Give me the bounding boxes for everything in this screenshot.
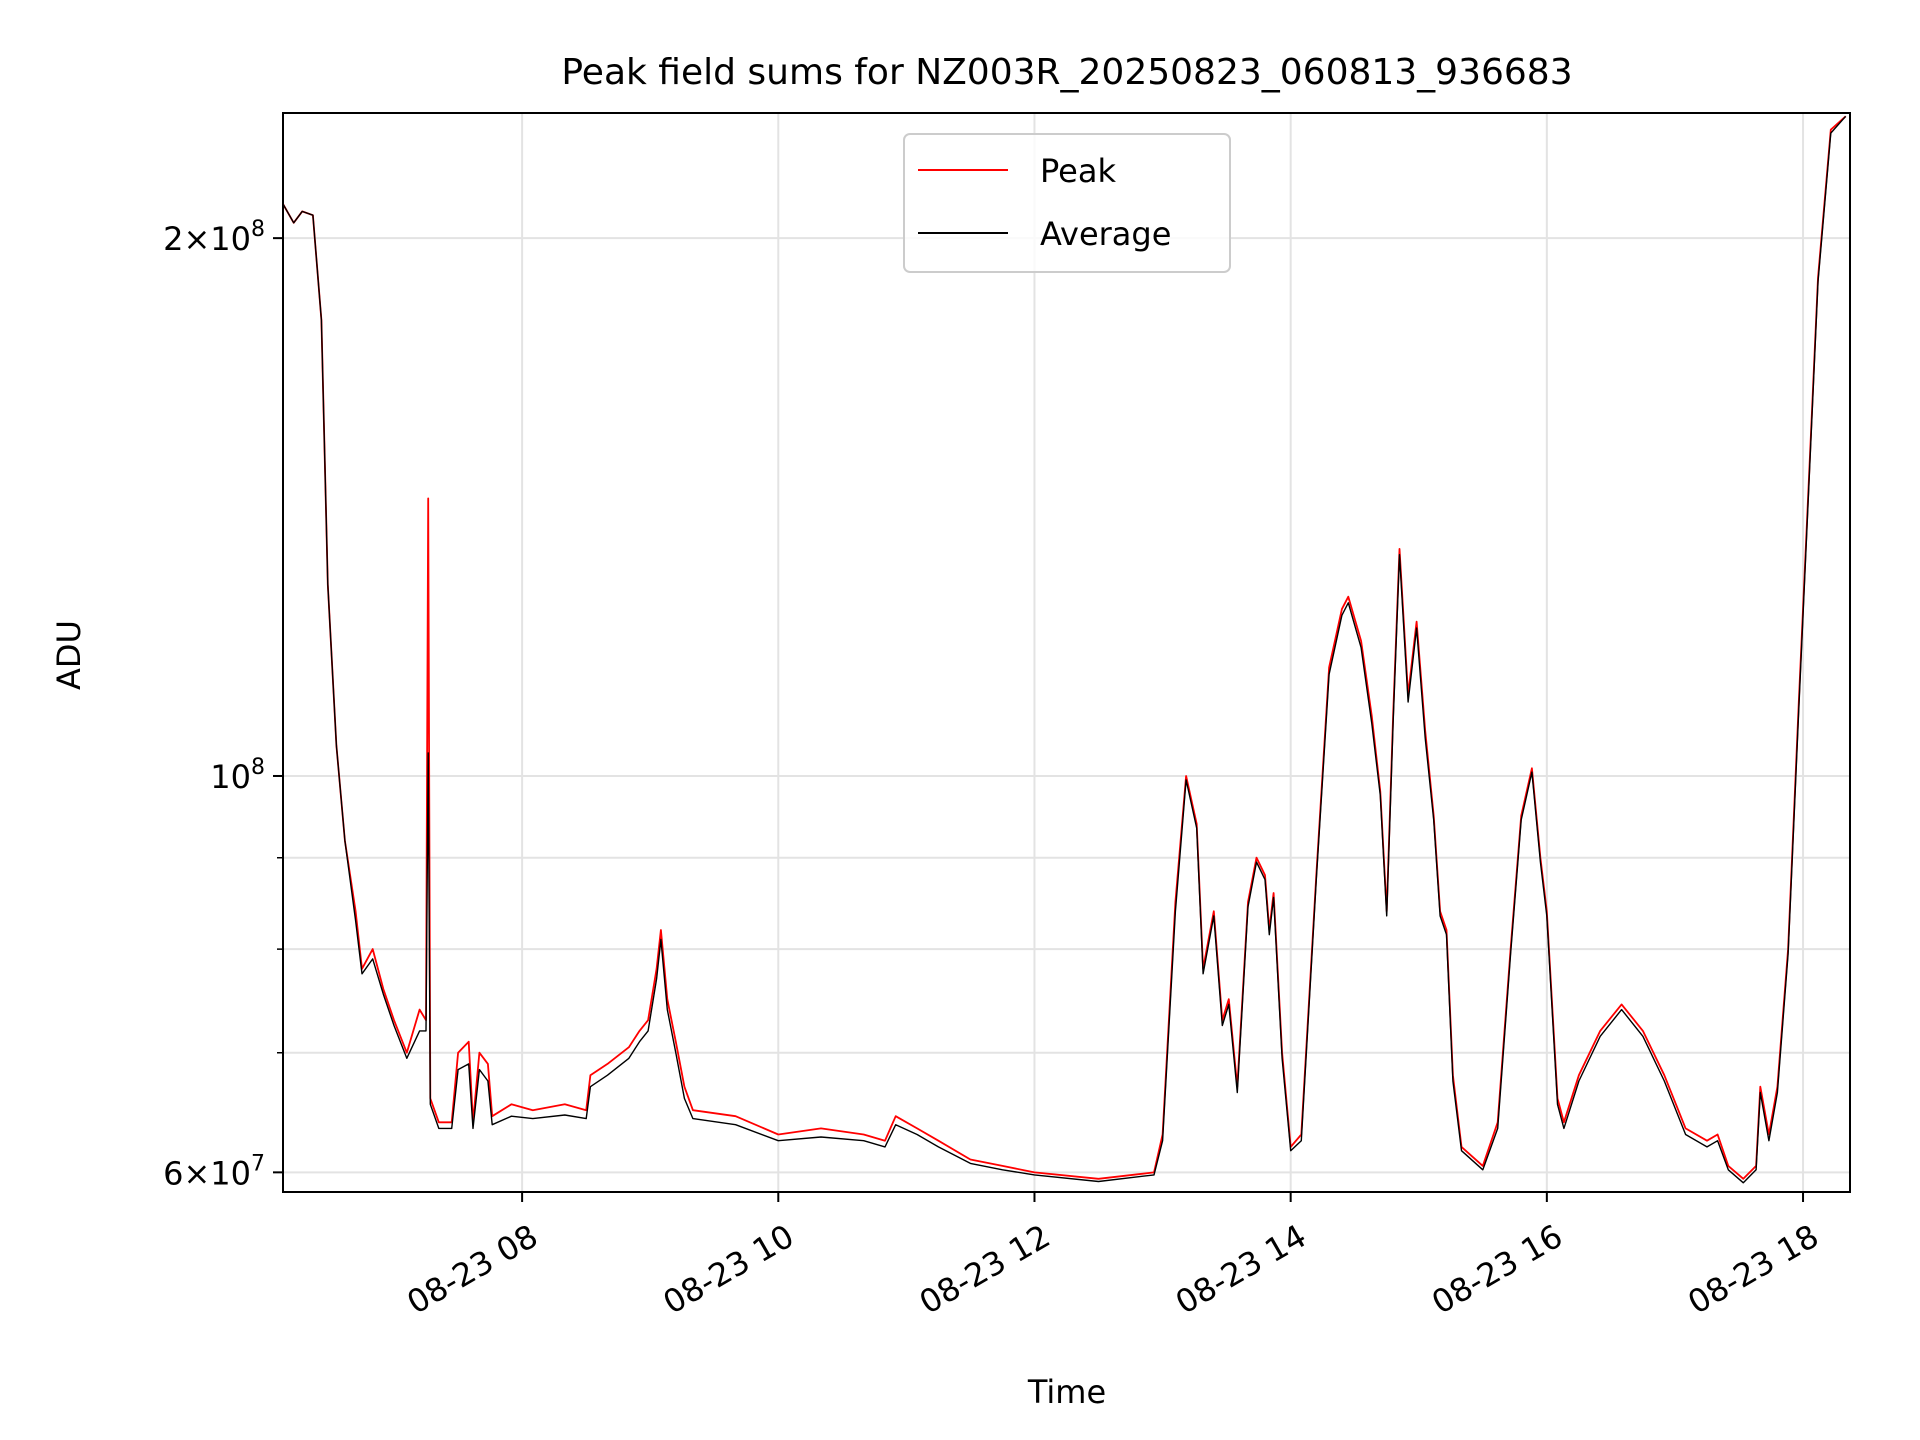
y-axis-label: ADU [50,620,88,690]
y-tick-label: 2×108 [163,217,265,258]
y-tick-label: 6×107 [163,1151,265,1192]
legend-label-average: Average [1040,215,1171,253]
series-lines [282,115,1847,1184]
series-line-average [282,115,1847,1184]
y-tick-label: 108 [210,755,265,796]
legend-box [903,133,1231,273]
series-line-peak [282,115,1847,1180]
plot-frame [282,112,1851,1193]
legend: Peak Average [903,133,1231,273]
legend-label-peak: Peak [1040,152,1116,190]
chart-title: Peak field sums for NZ003R_20250823_0608… [561,52,1572,93]
x-axis-label: Time [1027,1373,1106,1411]
